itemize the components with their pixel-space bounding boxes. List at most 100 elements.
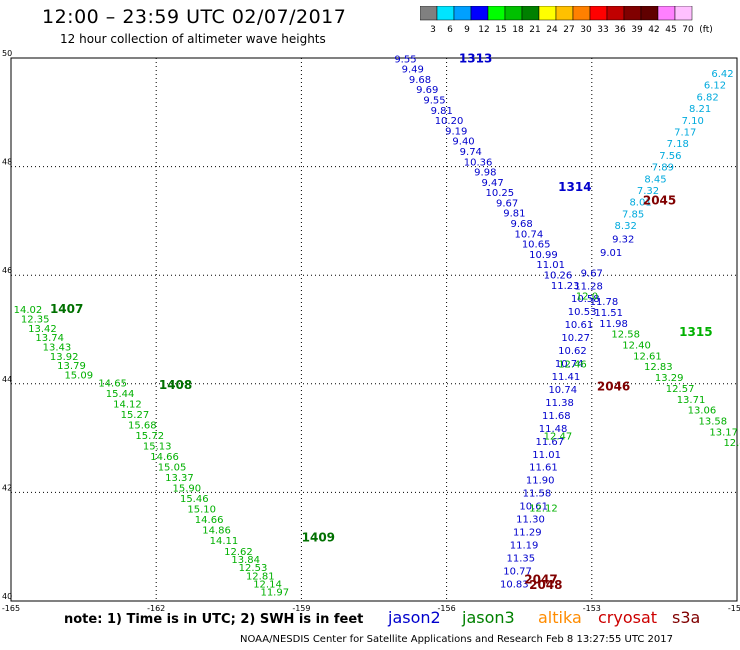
- wave-height-value: 6.82: [696, 92, 718, 103]
- wave-height-value: 15.44: [106, 389, 135, 400]
- chart-subtitle: 12 hour collection of altimeter wave hei…: [60, 32, 326, 46]
- wave-height-value: 11.98: [599, 319, 628, 330]
- wave-height-plot: -165 -162 -159 -156 -153 -150 40 42 44 46 48 50 9.55…: [2, 49, 740, 612]
- y-tick-label: 40: [2, 592, 12, 601]
- colorbar-tick-label: 12: [478, 25, 489, 35]
- colorbar-tick-label: 30: [580, 25, 592, 35]
- satellite-legend-item: altika: [538, 608, 582, 627]
- wave-height-value: 10.65: [522, 240, 551, 251]
- wave-height-value: 9.81: [503, 209, 525, 220]
- wave-height-value: 12.53: [239, 563, 268, 574]
- wave-height-value: 9.40: [452, 137, 474, 148]
- wave-height-value: 11.58: [523, 489, 552, 500]
- wave-height-value: 15.72: [135, 431, 164, 442]
- wave-height-value: 13.74: [35, 333, 64, 344]
- wave-height-value: 9.67: [496, 198, 518, 209]
- wave-height-value: 15.90: [173, 483, 202, 494]
- wave-height-value: 11.01: [536, 260, 565, 271]
- wave-height-value: 12.62: [224, 547, 253, 558]
- wave-height-value: 14.86: [202, 525, 231, 536]
- wave-height-value: 10.36: [464, 157, 493, 168]
- wave-height-value: 10.58: [571, 294, 600, 305]
- wave-height-value: 13.29: [655, 373, 684, 384]
- wave-height-value: 10.25: [486, 188, 515, 199]
- wave-height-value: 8.01: [629, 198, 651, 209]
- wave-height-value: 11.01: [532, 450, 561, 461]
- wave-height-value: 7.85: [622, 209, 644, 220]
- wave-height-value: 8.45: [644, 174, 666, 185]
- colorbar-tick-label: 21: [529, 25, 540, 35]
- x-tick-label: -162: [147, 604, 165, 612]
- colorbar-tick-label: 6: [447, 25, 453, 35]
- wave-height-value: 11.51: [594, 308, 623, 319]
- wave-height-value: 13.84: [231, 555, 260, 566]
- wave-height-value: 10.61: [565, 320, 594, 331]
- colorbar-unit: (ft): [699, 25, 713, 35]
- colorbar-tick-label: 27: [563, 25, 574, 35]
- colorbar-tick-label: 70: [682, 25, 694, 35]
- pass-label: 1315: [679, 325, 712, 339]
- satellite-legend-item: s3a: [672, 608, 701, 627]
- wave-height-value: 12.58: [611, 330, 640, 341]
- wave-height-value: 12.0: [576, 292, 598, 303]
- wave-height-value: 12.4: [723, 438, 740, 449]
- wave-height-value: 15.05: [158, 462, 187, 473]
- wave-height-value: 15.09: [64, 370, 93, 381]
- wave-height-value: 15.46: [180, 494, 209, 505]
- wave-height-value: 9.67: [581, 268, 603, 279]
- units-note: note: 1) Time is in UTC; 2) SWH is in fe…: [64, 612, 364, 627]
- wave-height-value: 11.30: [516, 515, 545, 526]
- wave-height-value: 10.74: [548, 385, 577, 396]
- wave-height-value: 13.17: [709, 427, 738, 438]
- wave-height-value: 7.56: [659, 151, 681, 162]
- chart-title: 12:00 – 23:59 UTC 02/07/2017: [42, 6, 347, 28]
- wave-height-value: 13.92: [50, 352, 79, 363]
- wave-height-value: 12.57: [666, 384, 695, 395]
- plot-frame: [10, 57, 738, 602]
- colorbar-tick-label: 24: [546, 25, 558, 35]
- colorbar-tick-label: 45: [665, 25, 676, 35]
- wave-height-value: 12.12: [529, 503, 558, 514]
- colorbar-tick-label: 3: [430, 25, 436, 35]
- wave-height-value: 7.10: [682, 116, 704, 127]
- wave-height-value: 12.47: [544, 431, 573, 442]
- y-tick-label: 48: [2, 158, 12, 167]
- wave-height-value: 11.19: [510, 541, 539, 552]
- wave-height-value: 10.83: [500, 579, 529, 590]
- color-scale-legend: 3 6 9 12 15 18 21 24 27 30 33 36 39 42 45 70 (ft): [420, 6, 713, 35]
- wave-height-value: 14.11: [210, 536, 239, 547]
- wave-height-value: 11.38: [545, 398, 574, 409]
- wave-height-value: 13.71: [677, 395, 706, 406]
- wave-height-value: 6.42: [711, 69, 733, 80]
- wave-height-value: 15.13: [143, 442, 172, 453]
- wave-height-value: 13.42: [28, 324, 57, 335]
- wave-height-value: 13.37: [165, 473, 194, 484]
- pass-label: 2048: [529, 578, 562, 592]
- wave-height-value: 10.27: [561, 333, 590, 344]
- wave-height-value: 15.27: [121, 410, 150, 421]
- wave-height-value: 12.35: [21, 315, 50, 326]
- wave-height-value: 7.89: [652, 163, 674, 174]
- wave-height-value: 11.35: [506, 553, 535, 564]
- wave-height-value: 9.47: [481, 178, 503, 189]
- wave-height-value: 11.67: [536, 437, 565, 448]
- wave-height-value: 9.55: [394, 54, 416, 65]
- pass-label: 1313: [459, 51, 492, 65]
- wave-height-value: 10.20: [435, 116, 464, 127]
- wave-height-value: 12.61: [633, 351, 662, 362]
- wave-height-value: 13.06: [688, 406, 717, 417]
- wave-height-value: 14.02: [14, 305, 43, 316]
- y-tick-label: 44: [2, 375, 12, 384]
- pass-label: 1314: [558, 180, 591, 194]
- wave-height-value: 9.68: [409, 75, 431, 86]
- wave-height-value: 15.68: [128, 421, 157, 432]
- y-tick-label: 46: [2, 266, 12, 275]
- y-tick-label: 42: [2, 483, 12, 492]
- wave-height-value: 11.90: [526, 476, 555, 487]
- satellite-legend-item: cryosat: [598, 608, 658, 627]
- pass-label: 2047: [524, 573, 557, 587]
- wave-height-value: 13.79: [57, 361, 86, 372]
- pass-label: 1408: [159, 378, 192, 392]
- wave-height-value: 10.77: [503, 566, 532, 577]
- colorbar-tick-label: 9: [464, 25, 470, 35]
